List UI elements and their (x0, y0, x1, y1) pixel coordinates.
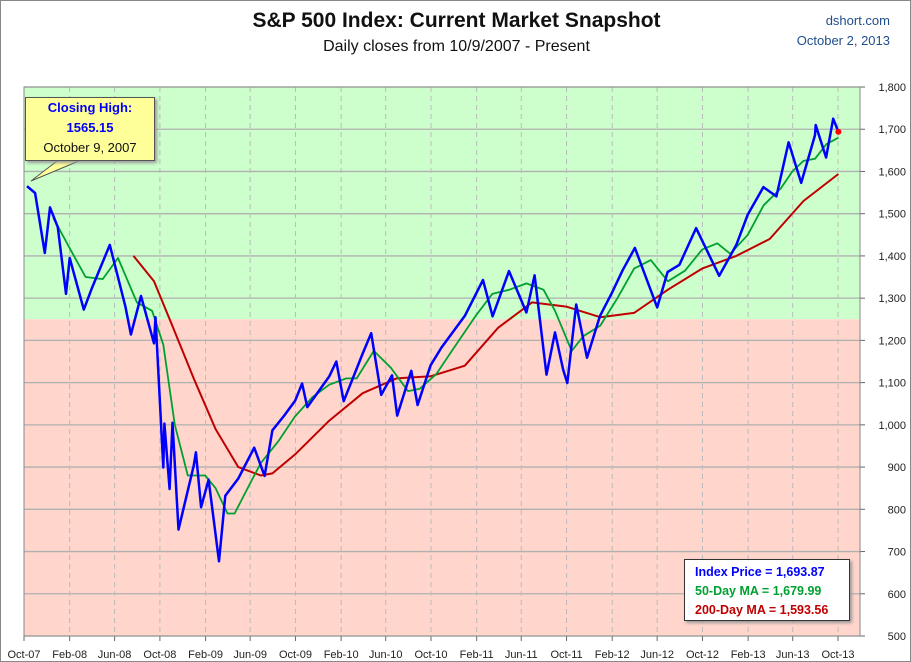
x-tick-label: Oct-10 (414, 649, 447, 661)
legend-index-price: Index Price = 1,693.87 (695, 565, 825, 579)
callout-date: October 9, 2007 (43, 140, 137, 155)
date-label: October 2, 2013 (796, 33, 890, 48)
callout-title: Closing High: (47, 100, 133, 115)
y-tick-label: 1,100 (878, 378, 906, 390)
chart-subtitle: Daily closes from 10/9/2007 - Present (323, 38, 590, 55)
x-tick-label: Oct-08 (143, 649, 176, 661)
y-tick-label: 1,600 (878, 166, 906, 178)
x-tick-label: Jun-10 (369, 649, 403, 661)
closing-high-callout: Closing High: 1565.15 October 9, 2007 (25, 97, 155, 161)
x-tick-label: Jun-11 (505, 649, 538, 661)
y-tick-label: 700 (888, 547, 906, 559)
above-zone (24, 87, 860, 320)
x-tick-label: Jun-09 (233, 649, 267, 661)
x-tick-label: Oct-13 (821, 649, 854, 661)
legend-box: Index Price = 1,693.87 50-Day MA = 1,679… (684, 559, 850, 621)
x-tick-label: Feb-12 (595, 649, 630, 661)
ma-200-line (132, 173, 840, 477)
y-tick-label: 1,800 (878, 82, 906, 94)
last-price-marker (835, 128, 842, 135)
x-tick-label: Jun-12 (640, 649, 674, 661)
x-tick-label: Feb-10 (324, 649, 359, 661)
x-tick-label: Oct-11 (550, 649, 582, 661)
y-tick-label: 1,000 (878, 420, 906, 432)
y-tick-label: 600 (888, 589, 906, 601)
y-tick-label: 500 (888, 631, 906, 643)
plot-border (23, 86, 861, 637)
source-label: dshort.com (825, 13, 890, 28)
legend-200-day-ma: 200-Day MA = 1,593.56 (695, 603, 829, 617)
x-tick-label: Feb-11 (460, 649, 494, 661)
x-tick-label: Oct-09 (279, 649, 312, 661)
legend-50-day-ma: 50-Day MA = 1,679.99 (695, 584, 822, 598)
x-tick-label: Oct-12 (686, 649, 719, 661)
x-tick-label: Feb-08 (52, 649, 87, 661)
x-tick-label: Jun-08 (98, 649, 132, 661)
y-tick-label: 800 (888, 504, 906, 516)
x-tick-label: Feb-09 (188, 649, 223, 661)
y-tick-label: 1,500 (878, 209, 906, 221)
x-tick-label: Oct-07 (7, 649, 40, 661)
index-price-line (26, 117, 840, 563)
y-tick-label: 1,700 (878, 124, 906, 136)
callout-value: 1565.15 (66, 120, 114, 135)
y-tick-label: 900 (888, 462, 906, 474)
y-tick-label: 1,200 (878, 335, 906, 347)
chart-title: S&P 500 Index: Current Market Snapshot (252, 9, 661, 32)
x-tick-label: Feb-13 (731, 649, 766, 661)
y-tick-label: 1,300 (878, 293, 906, 305)
y-tick-label: 1,400 (878, 251, 906, 263)
ma-50-line (52, 136, 839, 515)
x-tick-label: Jun-13 (776, 649, 810, 661)
